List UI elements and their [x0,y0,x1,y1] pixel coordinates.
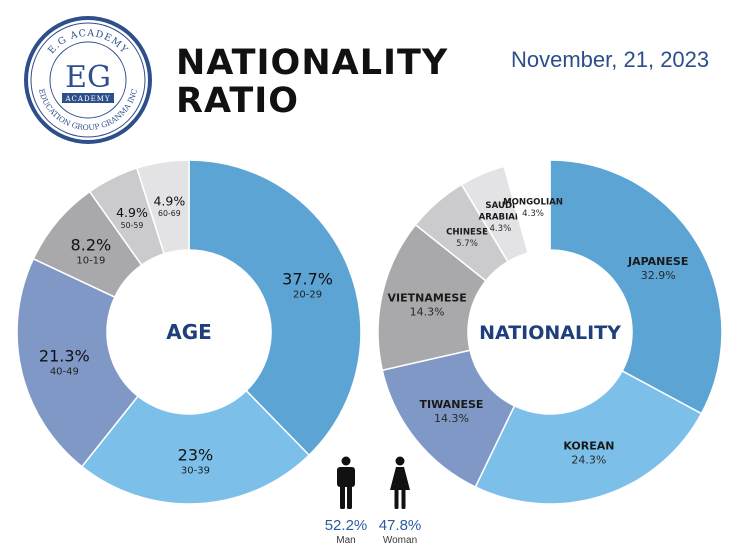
title-line-1: NATIONALITY [176,43,449,83]
slice-value-japanese: 32.9% [641,269,676,282]
donut-hole [468,250,632,414]
slice-label-korean: KOREAN [563,439,614,452]
gender-man: 52.2% Man [322,456,370,546]
report-date: November, 21, 2023 [511,47,710,72]
slice-label-60-69: 60-69 [158,209,181,218]
slice-label-tiwanese: TIWANESE [420,398,484,411]
slice-label-saudi-arabian: ARABIAN [479,212,523,222]
slice-value-mongolian: 4.3% [522,209,544,219]
woman-label: Woman [382,535,418,546]
slice-label-vietnamese: VIETNAMESE [388,291,467,304]
logo-banner: ACADEMY [65,95,111,103]
man-label: Man [336,535,356,546]
woman-percent: 47.8% [378,517,422,534]
slice-value-50-59: 4.9% [116,205,148,220]
logo-monogram: EG [65,60,111,95]
slice-value-korean: 24.3% [571,453,606,466]
slice-label-40-49: 40-49 [50,367,79,378]
slice-label-chinese: CHINESE [446,228,488,238]
donut-center-label-age: AGE [166,320,212,344]
academy-logo: E.G ACADEMY EDUCATION GROUP GRANMA INC E… [24,16,152,144]
man-icon [337,456,355,509]
donut-hole [107,250,271,414]
slice-value-tiwanese: 14.3% [434,412,469,425]
slice-label-50-59: 50-59 [121,221,144,230]
slice-label-japanese: JAPANESE [627,255,688,268]
slice-value-chinese: 5.7% [456,239,478,249]
slice-value-40-49: 21.3% [39,347,90,366]
slice-label-mongolian: MONGOLIAN [503,198,563,208]
slice-label-20-29: 20-29 [293,289,322,300]
slice-value-60-69: 4.9% [153,193,185,208]
slice-value-30-39: 23% [178,445,214,464]
gender-woman: 47.8% Woman [376,456,424,546]
slice-label-saudi-arabian: SAUDI [485,201,515,211]
slice-value-20-29: 37.7% [282,269,333,288]
donut-center-label-nationality: NATIONALITY [479,322,621,344]
slice-value-saudi-arabian: 4.3% [489,224,511,234]
man-percent: 52.2% [324,517,368,534]
slice-label-30-39: 30-39 [181,465,210,476]
title-line-2: RATIO [176,81,299,121]
slice-value-10-19: 8.2% [71,235,112,254]
page-title: NATIONALITY RATIO [176,44,448,120]
slice-label-10-19: 10-19 [76,255,105,266]
woman-icon [390,456,410,509]
slice-value-vietnamese: 14.3% [410,305,445,318]
